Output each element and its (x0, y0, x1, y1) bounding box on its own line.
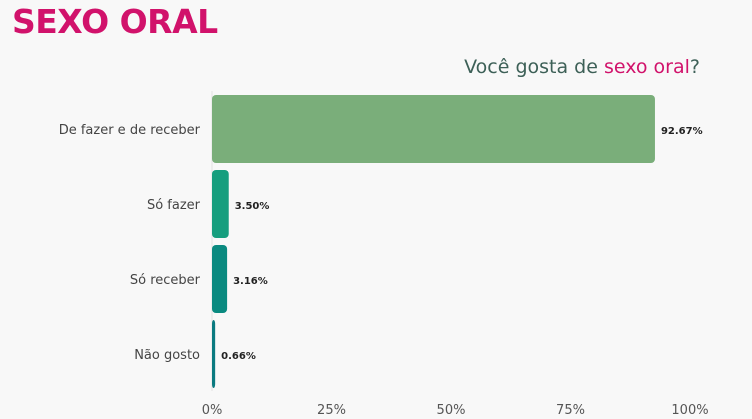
category-label-3: Não gosto (134, 348, 200, 363)
x-tick-label-4: 100% (671, 403, 708, 418)
x-tick-label-2: 50% (437, 403, 466, 418)
value-label-1: 3.50% (235, 201, 270, 212)
value-label-2: 3.16% (233, 276, 268, 287)
category-label-2: Só receber (130, 273, 201, 288)
chart-title-suffix: ? (689, 56, 700, 78)
category-label-0: De fazer e de receber (59, 123, 201, 138)
chart-title-prefix: Você gosta de (464, 56, 604, 78)
value-label-3: 0.66% (221, 351, 256, 362)
chart-title-highlight: sexo oral (603, 56, 690, 78)
bar-3 (212, 320, 216, 388)
value-label-0: 92.67% (661, 126, 703, 137)
bar-0 (212, 95, 655, 163)
page-title: SEXO ORAL (12, 2, 218, 41)
bar-1 (212, 170, 229, 238)
x-tick-label-0: 0% (202, 403, 223, 418)
bar-2 (212, 245, 228, 313)
x-tick-label-3: 75% (556, 403, 585, 418)
x-tick-label-1: 25% (317, 403, 346, 418)
chart-title: Você gosta de sexo oral? (464, 56, 700, 78)
category-label-1: Só fazer (147, 198, 201, 213)
